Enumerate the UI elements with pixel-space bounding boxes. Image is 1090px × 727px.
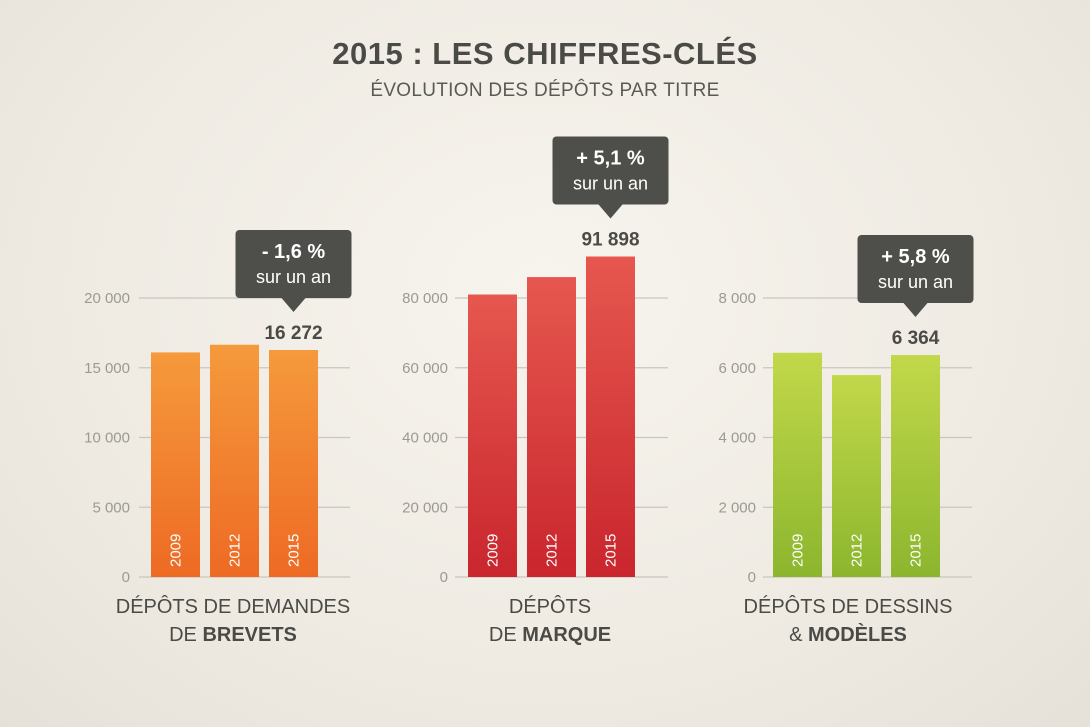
category-label: 2012 [544,534,561,567]
callout-marque: + 5,1 % sur un an [553,137,669,219]
callout-period: sur un an [256,267,331,287]
category-label: 2009 [485,534,502,567]
panel-label-prefix: & [789,624,802,646]
callout-pointer [282,298,306,312]
y-tick-label: 20 000 [84,290,130,307]
panel-label-line2: & MODÈLES [698,621,998,649]
panel-label-dessins: DÉPÔTS DE DESSINS & MODÈLES [698,593,998,649]
panel-label-bold: MODÈLES [808,624,907,646]
panel-label-line1: DÉPÔTS DE DESSINS [698,593,998,621]
y-tick-label: 4 000 [718,430,756,447]
callout-period: sur un an [573,174,648,194]
y-tick-label: 60 000 [402,360,448,377]
y-tick-label: 0 [122,569,130,586]
callout-change: - 1,6 % [262,241,326,263]
category-label: 2012 [227,534,244,567]
y-tick-label: 10 000 [84,430,130,447]
y-tick-label: 0 [748,569,756,586]
callout-change: + 5,1 % [576,148,645,170]
panel-label-bold: MARQUE [522,624,611,646]
panel-label-prefix: DE [169,624,197,646]
callout-change: + 5,8 % [881,246,950,268]
y-tick-label: 0 [440,569,448,586]
panel-label-line2: DE MARQUE [400,621,700,649]
category-label: 2009 [168,534,185,567]
value-label: 16 272 [264,323,322,344]
y-tick-label: 5 000 [92,499,130,516]
panel-label-line2: DE BREVETS [83,621,383,649]
y-tick-label: 80 000 [402,290,448,307]
y-tick-label: 6 000 [718,360,756,377]
callout-dessins: + 5,8 % sur un an [858,235,974,317]
category-label: 2015 [908,534,925,567]
bar-marque-2012 [527,277,576,577]
category-label: 2012 [849,534,866,567]
panel-label-prefix: DE [489,624,517,646]
category-label: 2015 [286,534,303,567]
callout-period: sur un an [878,272,953,292]
y-tick-label: 20 000 [402,499,448,516]
y-tick-label: 2 000 [718,499,756,516]
category-label: 2015 [603,534,620,567]
callout-pointer [599,205,623,219]
panel-label-brevets: DÉPÔTS DE DEMANDES DE BREVETS [83,593,383,649]
panel-label-line1: DÉPÔTS [400,593,700,621]
panel-label-marque: DÉPÔTS DE MARQUE [400,593,700,649]
y-tick-label: 40 000 [402,430,448,447]
value-label: 6 364 [892,328,940,349]
value-label: 91 898 [581,230,639,251]
callout-pointer [904,303,928,317]
y-tick-label: 8 000 [718,290,756,307]
panel-label-bold: BREVETS [202,624,296,646]
callout-brevets: - 1,6 % sur un an [236,230,352,312]
y-tick-label: 15 000 [84,360,130,377]
panel-label-line1: DÉPÔTS DE DEMANDES [83,593,383,621]
bar-marque-2015 [586,257,635,577]
category-label: 2009 [790,534,807,567]
